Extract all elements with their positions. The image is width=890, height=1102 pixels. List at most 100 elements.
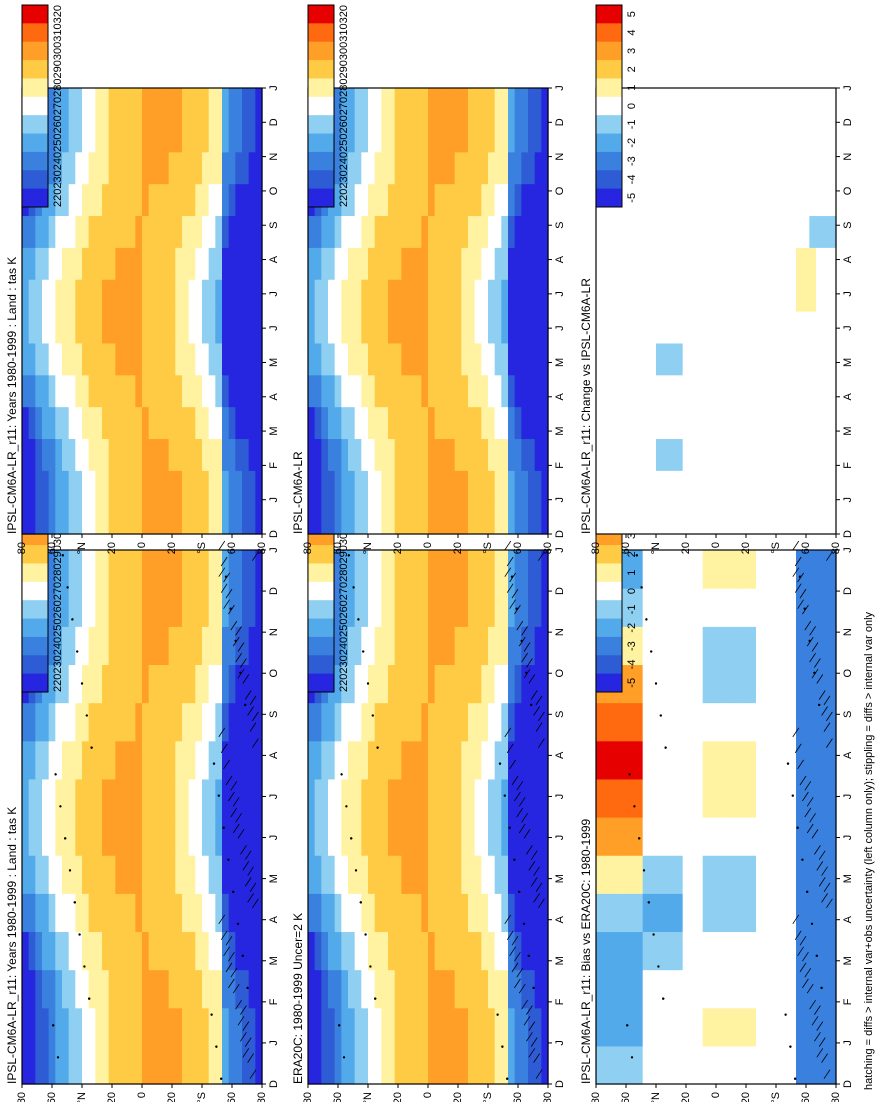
heatmap-cell [596, 247, 604, 280]
heatmap-cell [541, 119, 549, 153]
heatmap-cell [642, 438, 650, 471]
heatmap-cell [722, 119, 730, 153]
heatmap-cell [228, 550, 236, 589]
heatmap-cell [348, 470, 356, 503]
heatmap-cell [68, 502, 76, 535]
hatch-stroke [249, 695, 257, 706]
heatmap-cell [228, 817, 236, 856]
heatmap-cell [215, 183, 223, 217]
heatmap-cell [756, 817, 764, 856]
heatmap-cell [122, 342, 130, 376]
x-tick-label: A [268, 255, 280, 263]
heatmap-cell [88, 969, 96, 1009]
heatmap-cell [215, 969, 223, 1009]
hatch-stroke [802, 791, 809, 802]
heatmap-cell [175, 702, 183, 742]
heatmap-cell [42, 1007, 50, 1047]
heatmap-cell [749, 215, 757, 248]
heatmap-cell [82, 374, 90, 408]
heatmap-cell [308, 438, 316, 471]
x-tick-label: M [268, 358, 280, 367]
heatmap-cell [321, 1007, 329, 1047]
heatmap-cell [215, 893, 223, 933]
heatmap-cell [82, 550, 90, 589]
x-tick-label: S [842, 222, 854, 229]
heatmap-cell [142, 626, 150, 666]
heatmap-cell [208, 342, 216, 376]
stipple-dot [652, 933, 655, 936]
heatmap-cell [401, 406, 409, 440]
hatch-stroke [511, 775, 519, 786]
hatch-stroke [247, 866, 254, 876]
heatmap-cell [328, 1045, 336, 1085]
heatmap-cell [689, 969, 697, 1009]
heatmap-cell [629, 470, 637, 503]
heatmap-cell [155, 311, 163, 344]
heatmap-cell [769, 969, 777, 1009]
heatmap-cell [22, 406, 30, 440]
heatmap-cell [736, 893, 744, 933]
heatmap-cell [168, 969, 176, 1009]
heatmap-cell [188, 438, 196, 471]
heatmap-cell [148, 1045, 156, 1085]
colorbar-swatch [22, 23, 48, 43]
heatmap-cell [155, 855, 163, 894]
heatmap-cell [742, 183, 750, 217]
heatmap-cell [501, 1007, 509, 1047]
hatch-stroke [252, 738, 259, 748]
heatmap-cell [42, 502, 50, 535]
heatmap-cell [676, 626, 684, 666]
heatmap-cell [434, 183, 442, 217]
heatmap-cell [235, 702, 243, 742]
heatmap-cell [676, 470, 684, 503]
heatmap-cell [88, 247, 96, 280]
heatmap-cell [188, 626, 196, 666]
heatmap-cell [242, 470, 250, 503]
heatmap-cell [381, 588, 389, 627]
heatmap-cell [42, 1045, 50, 1085]
heatmap-cell [255, 664, 263, 704]
heatmap-cell [796, 406, 804, 440]
heatmap-cell [528, 664, 536, 704]
heatmap-cell [682, 151, 690, 185]
heatmap-cell [716, 931, 724, 971]
heatmap-cell [408, 664, 416, 704]
heatmap-cell [702, 626, 710, 666]
heatmap-cell [696, 664, 704, 704]
heatmap-cell [521, 88, 529, 121]
heatmap-cell [434, 215, 442, 248]
heatmap-cell [474, 438, 482, 471]
heatmap-cell [802, 502, 810, 535]
heatmap-cell [248, 119, 256, 153]
heatmap-cell [75, 1007, 83, 1047]
heatmap-cell [95, 1045, 103, 1085]
heatmap-cell [622, 247, 630, 280]
heatmap-cell [762, 470, 770, 503]
x-tick-label: D [554, 587, 566, 595]
heatmap-cell [461, 855, 469, 894]
heatmap-cell [622, 215, 630, 248]
stipple-dot [78, 933, 81, 936]
heatmap-cell [742, 88, 750, 121]
heatmap-cell [696, 1007, 704, 1047]
colorbar-swatch [22, 170, 48, 190]
heatmap-cell [829, 374, 837, 408]
heatmap-cell [248, 588, 256, 627]
heatmap-cell [368, 470, 376, 503]
heatmap-cell [656, 550, 664, 589]
heatmap-cell [128, 215, 136, 248]
heatmap-cell [616, 931, 624, 971]
heatmap-cell [255, 247, 263, 280]
stipple-dot [369, 965, 372, 968]
heatmap-cell [102, 470, 110, 503]
heatmap-cell [454, 588, 462, 627]
heatmap-cell [622, 438, 630, 471]
heatmap-cell [321, 438, 329, 471]
heatmap-cell [822, 247, 830, 280]
y-tick-label: 60 [620, 542, 632, 554]
heatmap-cell [328, 893, 336, 933]
heatmap-cell [769, 247, 777, 280]
heatmap-cell [162, 438, 170, 471]
heatmap-cell [656, 502, 664, 535]
